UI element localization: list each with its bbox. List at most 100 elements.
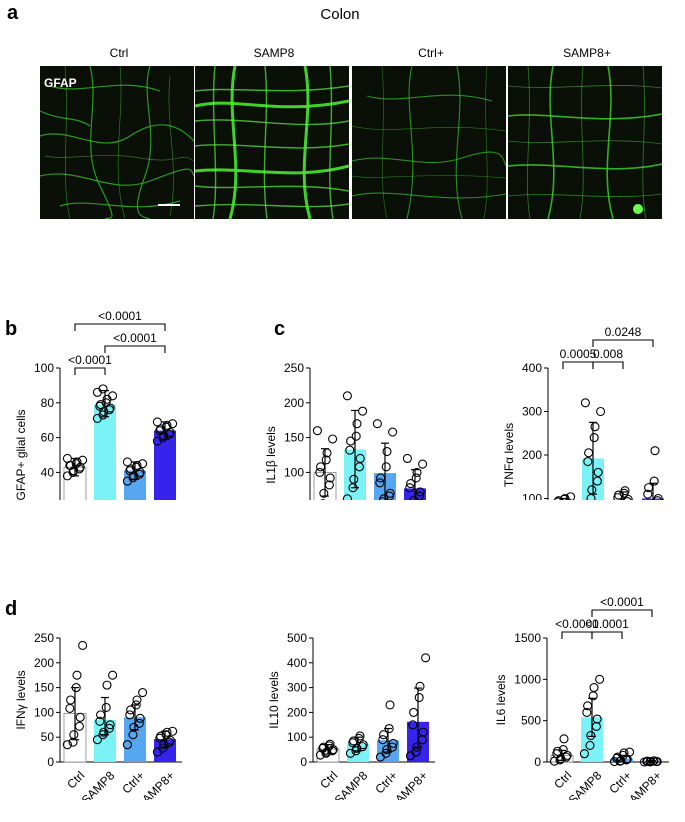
y-tick-label: 300 <box>522 405 542 419</box>
data-point <box>321 455 331 465</box>
data-point <box>418 727 428 737</box>
data-point <box>593 467 603 477</box>
data-point <box>566 492 576 500</box>
y-tick-label: 200 <box>34 656 54 670</box>
data-point <box>382 745 392 755</box>
chart-il1b: 050100150200250IL1β levelsCtrlSAMP8Ctrl+… <box>264 361 428 500</box>
y-tick-label: 200 <box>287 705 307 719</box>
data-point <box>418 459 428 469</box>
y-tick-label: 500 <box>521 714 541 728</box>
data-point <box>592 714 602 724</box>
data-point <box>352 419 362 429</box>
data-point <box>138 688 148 698</box>
micrograph-samp8 <box>195 66 349 219</box>
data-point <box>553 497 562 500</box>
data-point <box>402 453 412 464</box>
data-point <box>415 681 425 691</box>
data-point <box>98 384 108 394</box>
data-point <box>101 398 111 408</box>
data-point <box>408 720 418 730</box>
data-point <box>381 748 391 758</box>
significance-bracket <box>562 361 594 369</box>
data-point <box>583 456 593 467</box>
scale-bar <box>158 204 180 206</box>
p-value-label: <0.0001 <box>585 617 629 631</box>
chart-tnfa: 0100200300400TNFα levelsCtrlSAMP8Ctrl+SA… <box>502 325 664 501</box>
y-axis-label: IL10 levels <box>267 671 281 728</box>
data-point <box>650 446 660 456</box>
panel-c-letter: c <box>274 318 286 340</box>
data-point <box>135 713 145 723</box>
data-point <box>101 702 111 712</box>
data-point <box>388 427 398 437</box>
y-axis-label: TNFα levels <box>502 423 516 487</box>
p-value-label: 0.008 <box>593 347 623 361</box>
data-point <box>411 473 421 483</box>
y-tick-label: 100 <box>284 465 304 479</box>
data-point <box>122 740 132 750</box>
data-point <box>619 748 629 758</box>
y-tick-label: 40 <box>41 465 55 479</box>
y-tick-label: 80 <box>41 396 55 410</box>
data-point <box>162 727 172 737</box>
category-label: Ctrl <box>551 768 574 791</box>
data-point <box>643 489 653 499</box>
category-label: SAMP8 <box>332 768 371 800</box>
y-tick-label: 500 <box>287 631 307 645</box>
data-point <box>349 474 359 484</box>
y-tick-label: 100 <box>522 492 542 501</box>
micro-label-ctrl: Ctrl <box>109 46 129 60</box>
data-point <box>378 735 388 745</box>
data-point <box>379 494 389 500</box>
data-point <box>415 487 425 497</box>
micro-label-samp8: SAMP8 <box>253 46 295 60</box>
data-point <box>325 473 335 483</box>
micrograph-ctrl-plus <box>352 66 506 219</box>
p-value-label: <0.0001 <box>68 353 112 367</box>
data-point <box>62 740 72 750</box>
data-point <box>559 494 569 500</box>
significance-bracket <box>591 609 653 617</box>
micro-label-ctrl-plus: Ctrl+ <box>418 46 444 60</box>
data-point <box>351 431 361 441</box>
data-point <box>580 398 590 408</box>
data-point <box>355 453 365 464</box>
y-tick-label: 300 <box>287 681 307 695</box>
data-point <box>321 748 331 758</box>
data-point <box>652 496 662 500</box>
data-point <box>66 695 76 705</box>
data-point <box>168 726 178 736</box>
y-tick-label: 0 <box>47 755 54 769</box>
data-point <box>584 448 594 458</box>
y-tick-label: 250 <box>34 631 54 645</box>
data-point <box>358 740 368 750</box>
y-tick-label: 200 <box>522 448 542 462</box>
p-value-label: 0.0005 <box>560 347 597 361</box>
data-point <box>589 683 599 693</box>
data-point <box>589 433 599 443</box>
data-point <box>328 434 338 444</box>
y-tick-label: 0 <box>534 755 541 769</box>
data-point <box>388 738 398 748</box>
data-point <box>345 748 355 758</box>
data-point <box>95 716 105 726</box>
data-point <box>72 670 82 680</box>
data-point <box>411 747 421 757</box>
y-tick-label: 60 <box>41 431 55 445</box>
data-point <box>319 488 329 498</box>
y-tick-label: 150 <box>34 681 54 695</box>
p-value-label: <0.0001 <box>98 309 142 323</box>
data-point <box>105 720 115 730</box>
data-point <box>585 740 595 751</box>
data-point <box>620 486 630 496</box>
data-point <box>653 493 663 500</box>
data-point <box>345 445 355 455</box>
data-point <box>342 494 352 500</box>
data-point <box>62 453 72 464</box>
data-point <box>316 462 326 472</box>
category-label: SAMP8 <box>79 768 118 800</box>
p-value-label: <0.0001 <box>555 617 599 631</box>
y-tick-label: 150 <box>284 431 304 445</box>
